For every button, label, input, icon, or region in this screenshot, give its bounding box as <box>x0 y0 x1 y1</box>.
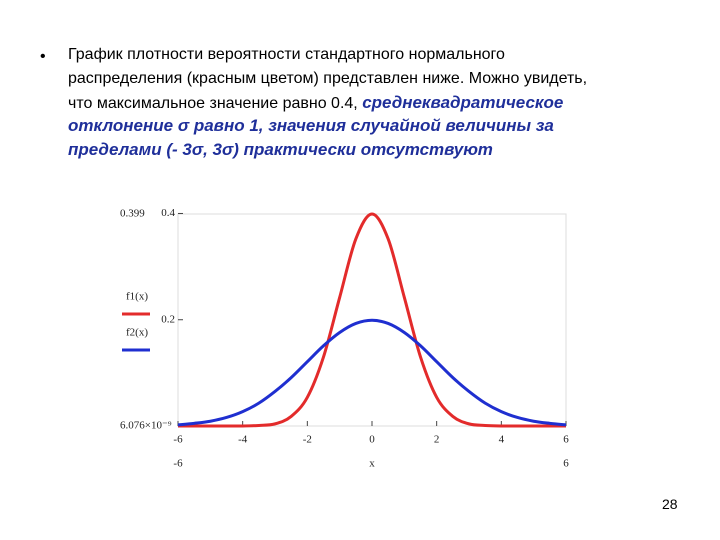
y-limit-label: 0.399 <box>120 208 145 220</box>
text-line: График плотности вероятности стандартног… <box>68 46 505 63</box>
y-limit-label: 6.076×10⁻⁹ <box>120 420 172 432</box>
curve <box>178 212 566 428</box>
emphasis-text: среднеквадратическое <box>362 93 564 112</box>
x-tick-label: 6 <box>563 434 569 446</box>
y-tick-label: 0.2 <box>161 313 175 325</box>
bullet: • <box>40 48 46 65</box>
emphasis-text: отклонение σ равно 1, значения случайной… <box>68 116 554 135</box>
x-tick-label: -2 <box>303 434 312 446</box>
x-limit-label: 6 <box>563 458 569 470</box>
text-line: распределения (красным цветом) представл… <box>68 70 588 87</box>
y-tick-label: 0.4 <box>161 207 175 219</box>
page-number: 28 <box>662 496 678 512</box>
x-axis-label: x <box>369 458 375 470</box>
x-tick-label: 4 <box>499 434 505 446</box>
x-tick-label: -4 <box>238 434 248 446</box>
legend-label: f1(x) <box>126 291 148 303</box>
x-tick-label: -6 <box>173 434 183 446</box>
x-tick-label: 2 <box>434 434 440 446</box>
x-limit-label: -6 <box>173 458 183 470</box>
x-tick-label: 0 <box>369 434 375 446</box>
curve <box>177 318 567 427</box>
text-line: что максимальное значение равно 0.4, сре… <box>68 93 563 113</box>
emphasis-text: пределами (- 3σ, 3σ) практически отсутст… <box>68 140 493 159</box>
text-line: что максимальное значение равно 0.4, <box>68 95 358 112</box>
legend-label: f2(x) <box>126 327 148 339</box>
